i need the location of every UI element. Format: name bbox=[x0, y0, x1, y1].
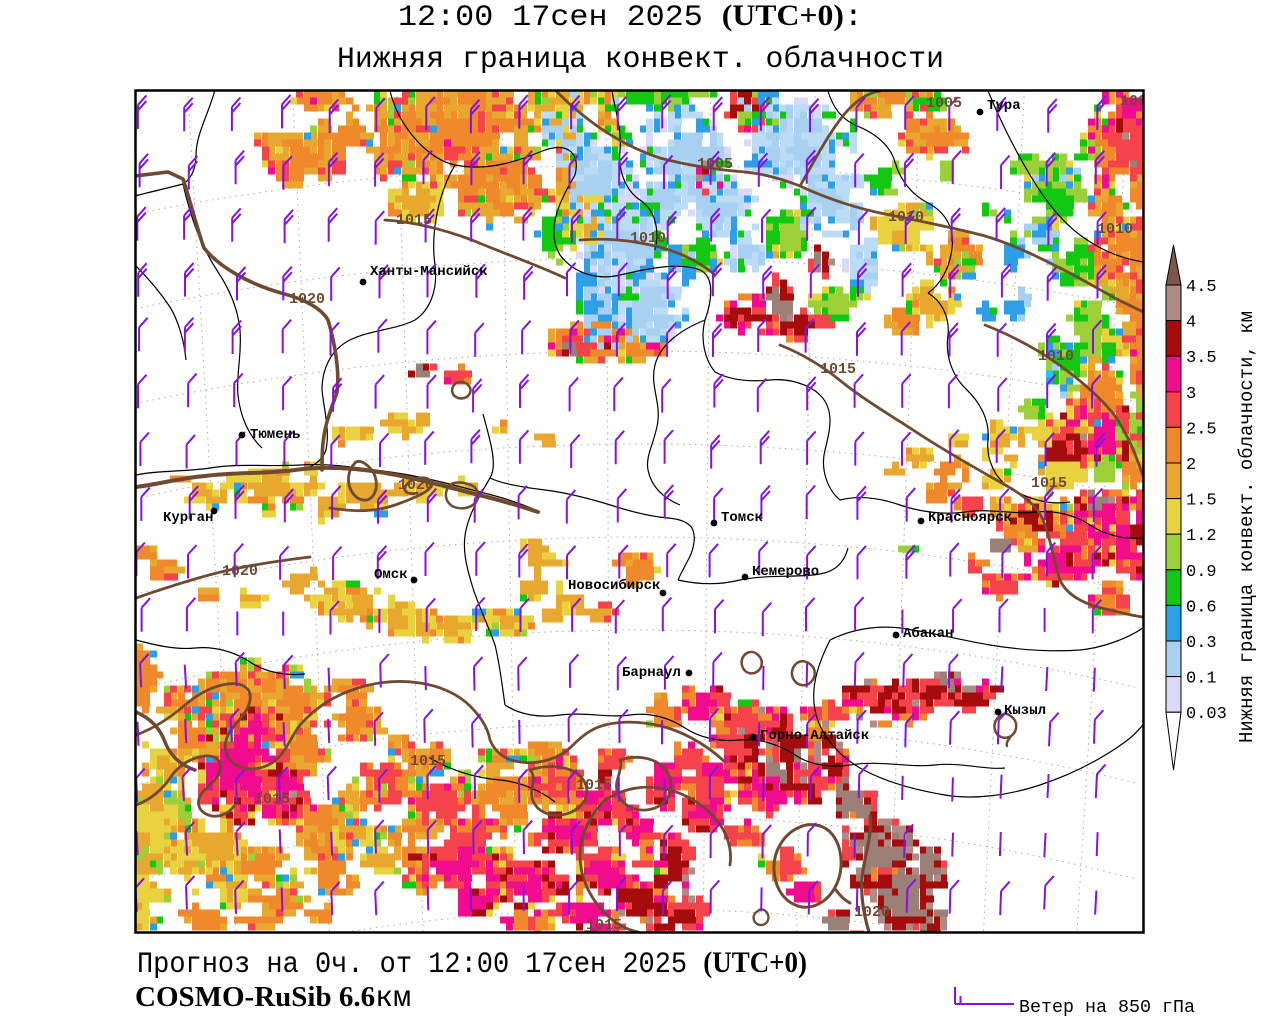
svg-text:1005: 1005 bbox=[926, 95, 962, 112]
svg-text:Ветер на 850 гПа: Ветер на 850 гПа bbox=[1019, 998, 1195, 1018]
svg-text:1010: 1010 bbox=[1097, 221, 1133, 238]
svg-text:1005: 1005 bbox=[697, 156, 733, 173]
svg-text:1010: 1010 bbox=[630, 230, 666, 247]
svg-text:Горно-Алтайск: Горно-Алтайск bbox=[760, 728, 869, 744]
svg-text:1015: 1015 bbox=[396, 212, 432, 229]
svg-text:1015: 1015 bbox=[1031, 475, 1067, 492]
svg-text:Нижняя граница конвект. облачн: Нижняя граница конвект. облачности bbox=[337, 43, 944, 77]
svg-text:1020: 1020 bbox=[222, 563, 258, 580]
svg-text:Прогноз на 0ч. от 12:00 17сен: Прогноз на 0ч. от 12:00 17сен 2025 (UTC+… bbox=[137, 946, 807, 982]
svg-text:0.03: 0.03 bbox=[1186, 705, 1227, 724]
svg-text:1015: 1015 bbox=[410, 753, 446, 770]
svg-text:1.2: 1.2 bbox=[1186, 527, 1217, 546]
svg-text:Барнаул: Барнаул bbox=[622, 665, 681, 681]
svg-text:1.5: 1.5 bbox=[1186, 492, 1217, 511]
svg-text:1010: 1010 bbox=[1038, 348, 1074, 365]
svg-text:1005: 1005 bbox=[1120, 93, 1156, 110]
svg-text:2.5: 2.5 bbox=[1186, 420, 1217, 439]
svg-text:1020: 1020 bbox=[854, 904, 890, 921]
svg-text:Кызыл: Кызыл bbox=[1004, 703, 1046, 719]
svg-text:1015: 1015 bbox=[586, 917, 622, 934]
svg-text:Новосибирск: Новосибирск bbox=[568, 578, 660, 594]
svg-text:Томск: Томск bbox=[721, 510, 763, 526]
svg-text:0.1: 0.1 bbox=[1186, 670, 1217, 689]
svg-text:Омск: Омск bbox=[374, 567, 408, 583]
svg-text:4.5: 4.5 bbox=[1186, 278, 1217, 297]
svg-text:Тура: Тура bbox=[987, 98, 1021, 114]
svg-text:COSMO-RuSib 6.6км: COSMO-RuSib 6.6км bbox=[135, 981, 411, 1016]
svg-text:0.3: 0.3 bbox=[1186, 634, 1217, 653]
svg-text:12:00 17сен 2025 (UTC+0):: 12:00 17сен 2025 (UTC+0): bbox=[398, 0, 863, 35]
svg-text:3.5: 3.5 bbox=[1186, 349, 1217, 368]
svg-text:1015: 1015 bbox=[576, 777, 612, 794]
svg-text:0.6: 0.6 bbox=[1186, 598, 1217, 617]
svg-text:Кемерово: Кемерово bbox=[752, 564, 819, 580]
svg-text:1010: 1010 bbox=[888, 209, 924, 226]
svg-text:3: 3 bbox=[1186, 385, 1196, 404]
svg-text:1015: 1015 bbox=[820, 361, 856, 378]
svg-text:1015: 1015 bbox=[254, 791, 290, 808]
svg-text:1020: 1020 bbox=[289, 291, 325, 308]
svg-text:4: 4 bbox=[1186, 314, 1196, 333]
svg-text:Красноярск: Красноярск bbox=[928, 510, 1012, 526]
svg-text:Ханты-Мансийск: Ханты-Мансийск bbox=[370, 264, 488, 280]
svg-text:Абакан: Абакан bbox=[903, 626, 953, 642]
svg-text:Нижняя граница конвект. облачн: Нижняя граница конвект. облачности, км bbox=[1236, 311, 1258, 743]
svg-text:Курган: Курган bbox=[163, 510, 213, 526]
svg-text:0.9: 0.9 bbox=[1186, 563, 1217, 582]
svg-text:2: 2 bbox=[1186, 456, 1196, 475]
svg-text:1020: 1020 bbox=[398, 477, 434, 494]
svg-text:Тюмень: Тюмень bbox=[250, 427, 300, 443]
